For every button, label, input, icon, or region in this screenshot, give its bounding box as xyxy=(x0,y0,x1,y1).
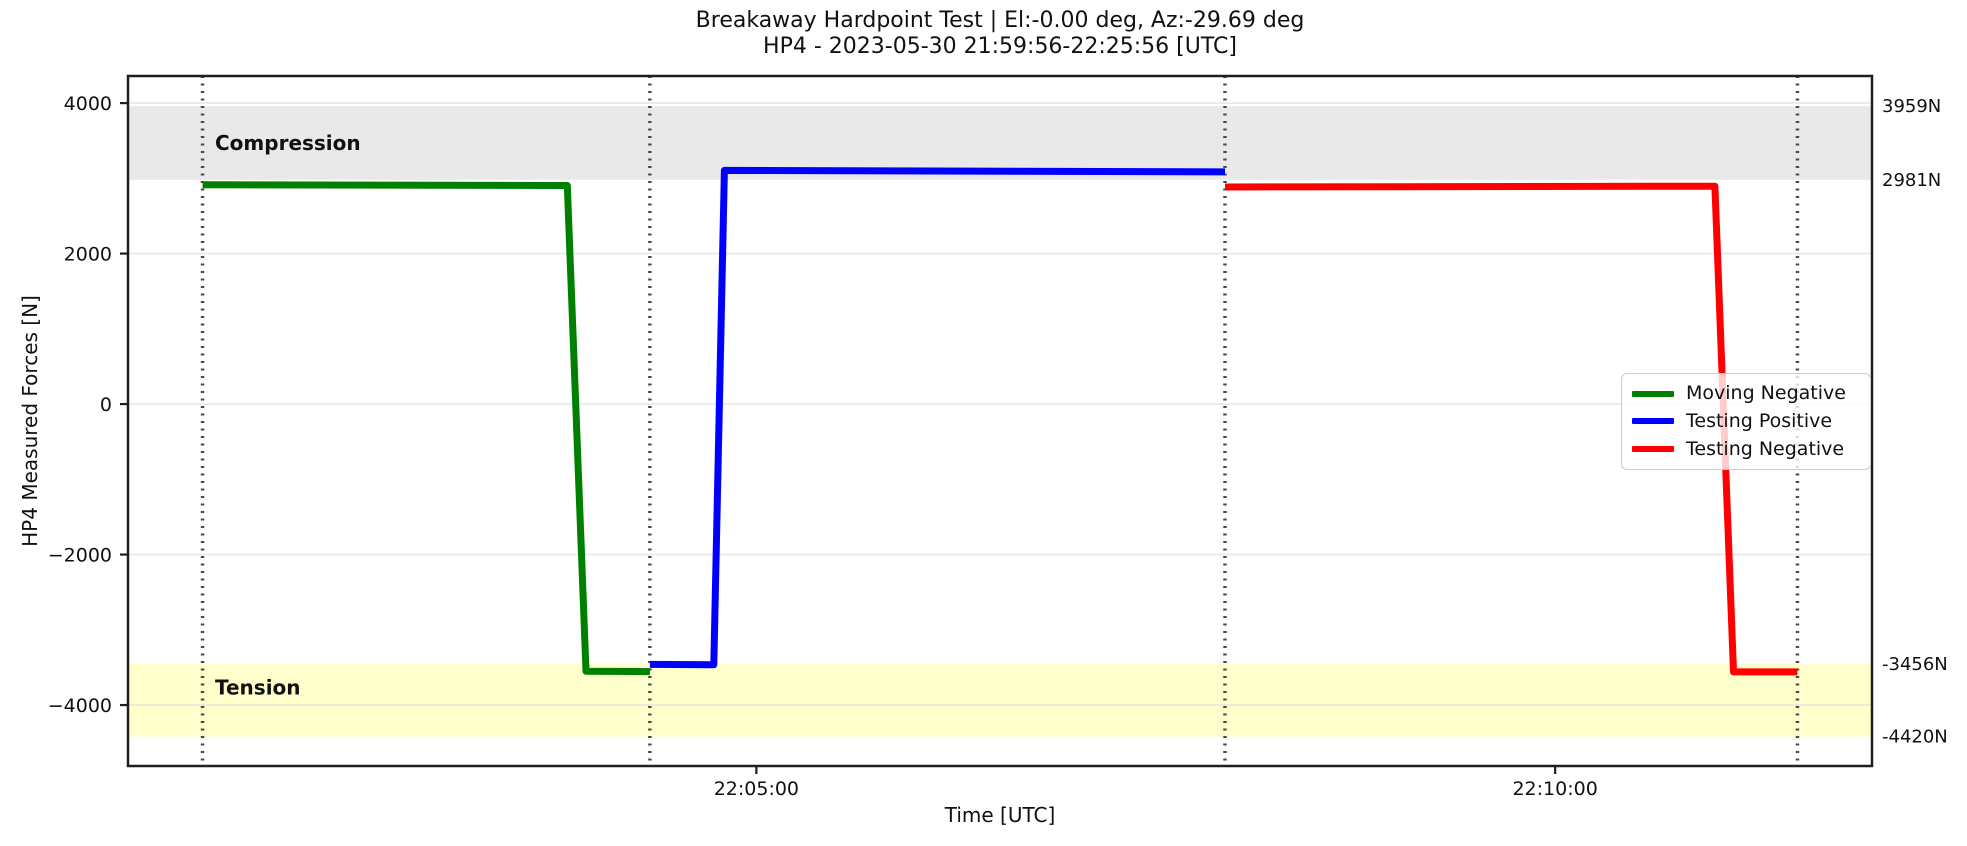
legend-label: Testing Negative xyxy=(1686,437,1845,460)
band-edge-annotation: -3456N xyxy=(1882,654,1948,675)
legend: Moving Negative Testing Positive Testing N… xyxy=(1621,373,1871,470)
chart-title-line2: HP4 - 2023-05-30 21:59:56-22:25:56 [UTC] xyxy=(763,34,1237,59)
x-axis-label: Time [UTC] xyxy=(944,803,1056,827)
y-tick-label: 2000 xyxy=(64,244,112,266)
band-label-compression: Compression xyxy=(215,131,361,155)
band-label-tension: Tension xyxy=(215,676,301,700)
plot-border xyxy=(126,74,1874,768)
x-tick-label: 22:10:00 xyxy=(1512,778,1597,800)
x-tick-label: 22:05:00 xyxy=(714,778,799,800)
legend-entry: Moving Negative xyxy=(1632,384,1860,403)
y-tick-label: 0 xyxy=(100,394,112,416)
legend-entry: Testing Negative xyxy=(1632,437,1860,460)
y-tick-label: −4000 xyxy=(48,695,112,717)
band-edge-annotation: 3959N xyxy=(1882,96,1941,117)
series-moving-negative xyxy=(202,181,650,676)
band-compression xyxy=(128,106,1872,180)
band-edge-annotation: -4420N xyxy=(1882,727,1948,748)
y-axis-label: HP4 Measured Forces [N] xyxy=(18,295,42,547)
legend-label: Moving Negative xyxy=(1686,382,1846,405)
legend-entry: Testing Positive xyxy=(1632,409,1860,432)
y-tick-label: −2000 xyxy=(48,545,112,567)
y-tick-label: 4000 xyxy=(64,93,112,115)
chart-title-line1: Breakaway Hardpoint Test | El:-0.00 deg,… xyxy=(695,8,1305,33)
series-testing-positive xyxy=(649,166,1226,669)
legend-swatch xyxy=(1632,446,1674,453)
legend-label: Testing Positive xyxy=(1686,409,1833,432)
legend-swatch xyxy=(1632,418,1674,425)
legend-swatch xyxy=(1632,390,1674,397)
chart-title: Breakaway Hardpoint Test | El:-0.00 deg,… xyxy=(128,8,1872,60)
band-tension xyxy=(128,664,1872,737)
band-edge-annotation: 2981N xyxy=(1882,170,1941,191)
